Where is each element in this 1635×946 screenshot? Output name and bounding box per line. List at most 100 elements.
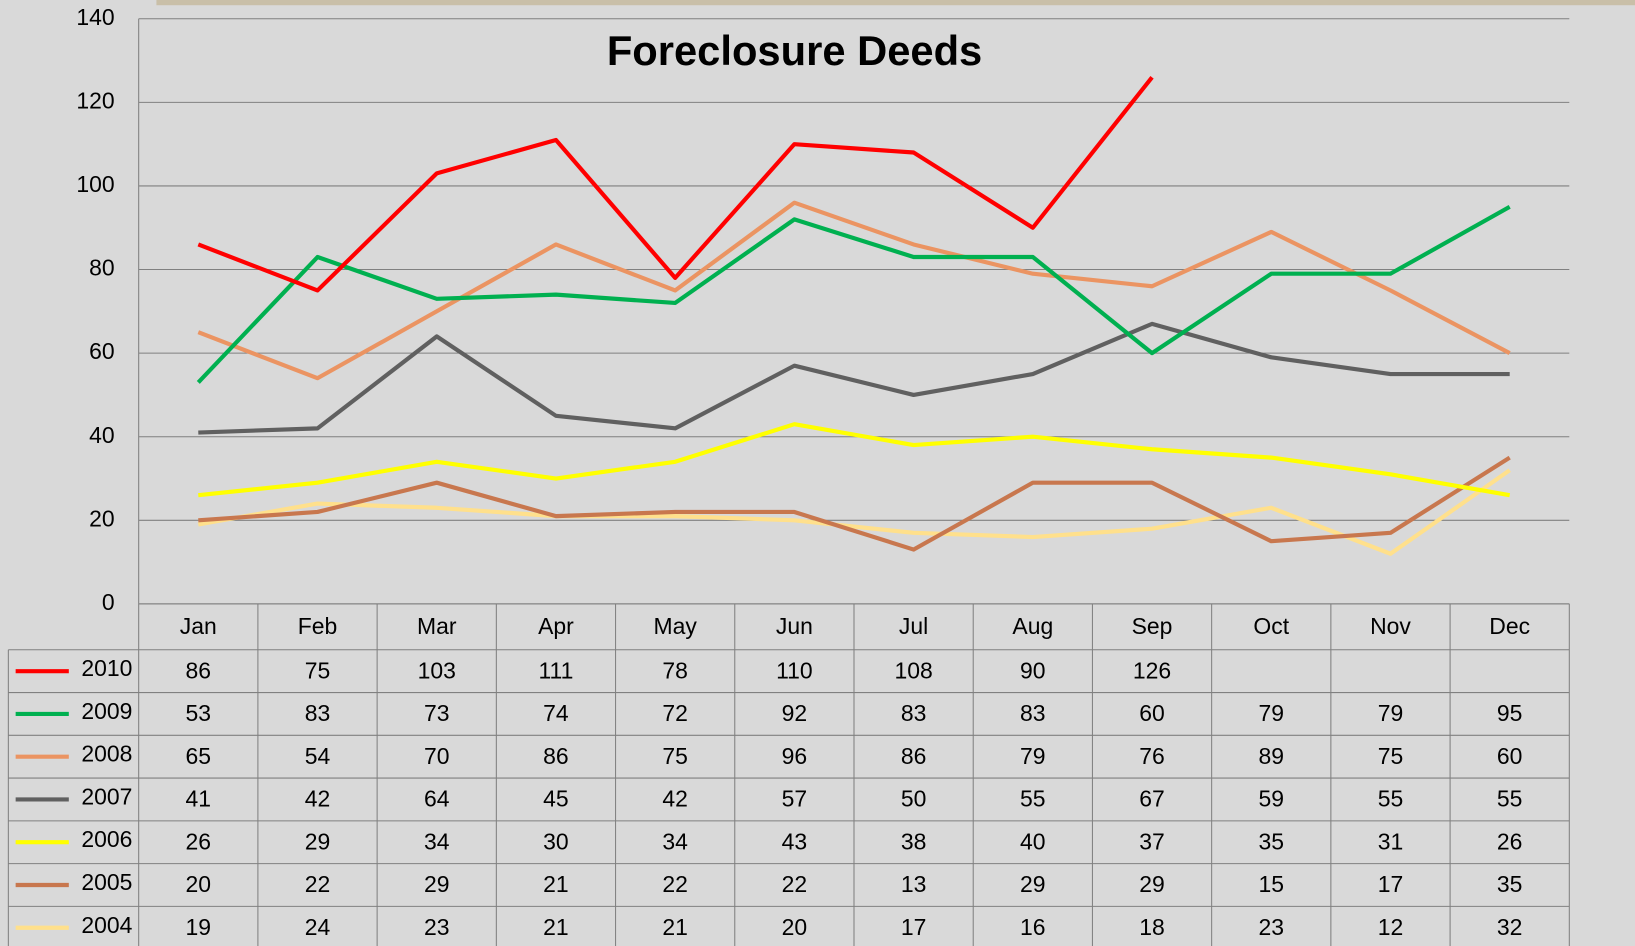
table-value: 96 <box>782 743 808 769</box>
legend-label: 2006 <box>81 826 132 852</box>
table-value: 20 <box>782 914 808 940</box>
table-value: 21 <box>543 871 569 897</box>
series-line <box>197 75 1154 293</box>
table-value: 72 <box>662 700 688 726</box>
x-tick-label: Jun <box>776 613 813 639</box>
table-value: 41 <box>186 786 212 812</box>
table-value: 75 <box>305 657 331 683</box>
table-value: 73 <box>424 700 450 726</box>
table-value: 19 <box>186 914 212 940</box>
x-tick-label: Dec <box>1489 613 1530 639</box>
table-value: 34 <box>662 828 688 854</box>
table-value: 40 <box>1020 828 1046 854</box>
table-value: 86 <box>543 743 569 769</box>
x-tick-label: Apr <box>538 613 574 639</box>
y-tick-label: 120 <box>76 87 114 113</box>
legend-label: 2009 <box>81 698 132 724</box>
table-value: 55 <box>1378 786 1404 812</box>
table-value: 111 <box>539 657 574 683</box>
table-value: 65 <box>186 743 212 769</box>
table-value: 42 <box>662 786 688 812</box>
x-tick-label: Nov <box>1370 613 1411 639</box>
table-value: 64 <box>424 786 450 812</box>
y-tick-label: 60 <box>89 338 115 364</box>
y-tick-label: 0 <box>102 589 115 615</box>
table-value: 79 <box>1378 700 1404 726</box>
series-line <box>198 422 1511 498</box>
table-value: 13 <box>901 871 927 897</box>
table-value: 38 <box>901 828 927 854</box>
y-tick-label: 140 <box>76 4 114 30</box>
table-value: 30 <box>543 828 569 854</box>
y-tick-label: 20 <box>89 505 115 531</box>
table-value: 110 <box>776 657 813 683</box>
table-value: 90 <box>1020 657 1046 683</box>
table-value: 57 <box>782 786 808 812</box>
y-tick-label: 40 <box>89 422 115 448</box>
table-value: 20 <box>186 871 212 897</box>
table-value: 83 <box>305 700 331 726</box>
table-value: 29 <box>424 871 450 897</box>
table-value: 78 <box>662 657 688 683</box>
x-tick-label: Feb <box>298 613 338 639</box>
table-value: 22 <box>782 871 808 897</box>
table-value: 67 <box>1139 786 1165 812</box>
series-line <box>197 468 1511 556</box>
table-value: 59 <box>1259 786 1285 812</box>
table-value: 103 <box>418 657 456 683</box>
table-value: 23 <box>1259 914 1285 940</box>
table-value: 29 <box>1139 871 1165 897</box>
table-value: 26 <box>186 828 212 854</box>
series-line <box>198 455 1511 552</box>
table-value: 16 <box>1020 914 1046 940</box>
x-tick-label: Jan <box>180 613 217 639</box>
table-value: 35 <box>1259 828 1285 854</box>
chart-title: Foreclosure Deeds <box>607 27 982 74</box>
table-value: 79 <box>1020 743 1046 769</box>
x-tick-label: May <box>653 613 697 639</box>
table-value: 35 <box>1497 871 1523 897</box>
legend-label: 2005 <box>81 869 132 895</box>
table-value: 108 <box>894 657 932 683</box>
table-value: 23 <box>424 914 450 940</box>
table-value: 17 <box>901 914 927 940</box>
table-value: 21 <box>543 914 569 940</box>
table-value: 53 <box>186 700 212 726</box>
top-strip <box>156 0 1635 6</box>
legend-label: 2004 <box>81 912 132 938</box>
legend-label: 2010 <box>81 655 132 681</box>
y-tick-label: 100 <box>76 171 114 197</box>
series-line <box>197 200 1511 381</box>
table-value: 55 <box>1020 786 1046 812</box>
table-value: 45 <box>543 786 569 812</box>
table-value: 34 <box>424 828 450 854</box>
table-value: 17 <box>1378 871 1404 897</box>
table-value: 86 <box>901 743 927 769</box>
table-value: 12 <box>1378 914 1404 940</box>
table-value: 60 <box>1497 743 1523 769</box>
x-tick-label: Sep <box>1132 613 1173 639</box>
table-value: 37 <box>1139 828 1165 854</box>
table-value: 70 <box>424 743 450 769</box>
x-tick-label: Mar <box>417 613 457 639</box>
table-value: 15 <box>1259 871 1285 897</box>
x-tick-label: Jul <box>899 613 928 639</box>
table-value: 21 <box>662 914 688 940</box>
table-value: 43 <box>782 828 808 854</box>
table-value: 86 <box>186 657 212 683</box>
x-tick-label: Aug <box>1012 613 1053 639</box>
table-value: 75 <box>1378 743 1404 769</box>
series-line <box>198 321 1510 435</box>
table-value: 74 <box>543 700 569 726</box>
legend-label: 2007 <box>81 783 132 809</box>
table-value: 83 <box>1020 700 1046 726</box>
legend-label: 2008 <box>81 741 132 767</box>
table-value: 29 <box>1020 871 1046 897</box>
table-value: 54 <box>305 743 331 769</box>
table-value: 32 <box>1497 914 1523 940</box>
table-value: 60 <box>1139 700 1165 726</box>
y-tick-label: 80 <box>89 255 115 281</box>
table-value: 22 <box>305 871 331 897</box>
table-value: 95 <box>1497 700 1523 726</box>
